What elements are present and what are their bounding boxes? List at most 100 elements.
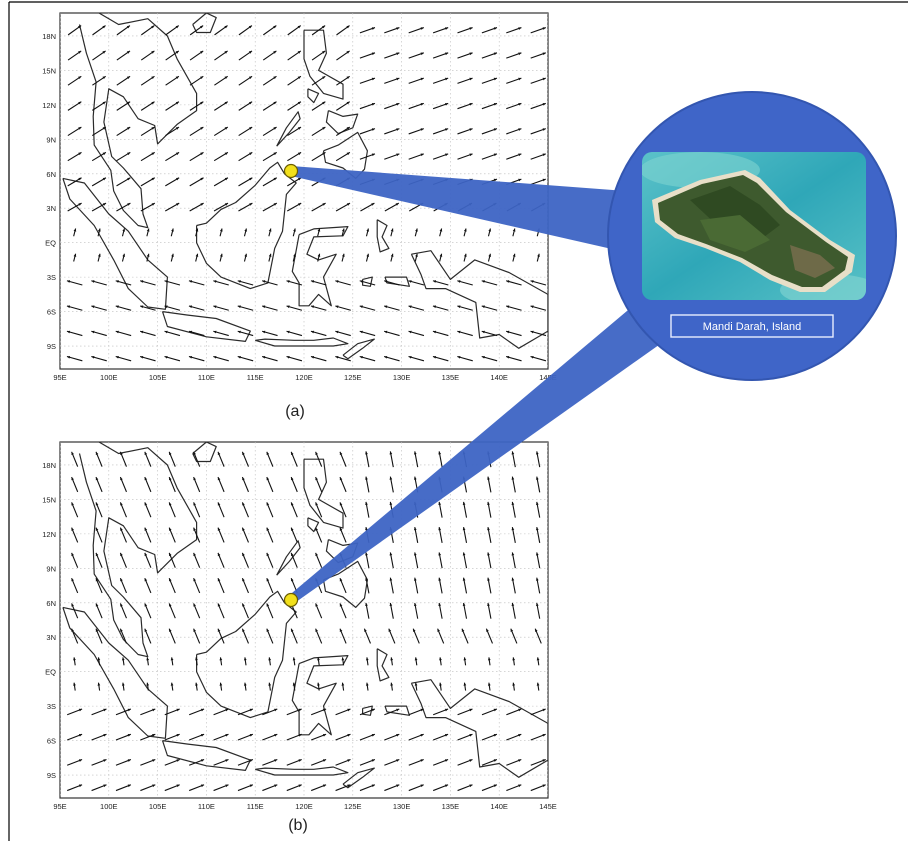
wind-vector-head bbox=[359, 280, 363, 283]
wind-vector-head bbox=[73, 657, 76, 661]
wind-vector-head bbox=[200, 759, 205, 762]
wind-vector-head bbox=[487, 682, 491, 686]
wind-vector-head bbox=[176, 759, 180, 762]
coastline bbox=[376, 648, 390, 682]
lon-tick-label: 100E bbox=[100, 802, 118, 811]
panel-a-lat-ticks: 18N 15N 12N 9N 6N 3N EQ 3S 6S 9S bbox=[42, 32, 56, 351]
wind-vector-head bbox=[140, 305, 144, 309]
wind-vector-head bbox=[73, 253, 77, 257]
wind-vector-head bbox=[248, 76, 253, 80]
wind-vector-head bbox=[193, 578, 196, 582]
wind-vector-head bbox=[249, 152, 253, 156]
wind-vector-head bbox=[390, 228, 394, 232]
wind-vector-head bbox=[200, 177, 204, 181]
wind-vector-head bbox=[213, 280, 217, 283]
wind-vector-head bbox=[193, 527, 196, 531]
wind-vector-head bbox=[268, 682, 272, 686]
wind-vector-head bbox=[530, 305, 534, 309]
wind-vector-head bbox=[396, 784, 400, 788]
wind-vector-head bbox=[438, 552, 442, 556]
wind-vector-head bbox=[103, 784, 107, 788]
wind-vector-head bbox=[389, 552, 393, 556]
wind-vector-head bbox=[389, 476, 393, 480]
lon-tick-label: 95E bbox=[53, 802, 66, 811]
wind-vector-head bbox=[249, 708, 253, 712]
wind-vector-head bbox=[242, 578, 245, 582]
wind-vector-head bbox=[315, 451, 318, 456]
wind-vector-head bbox=[488, 253, 492, 257]
wind-vector-head bbox=[384, 305, 388, 309]
wind-vector-head bbox=[365, 682, 369, 686]
coastline bbox=[255, 337, 349, 347]
wind-vector-head bbox=[388, 628, 392, 632]
wind-vector-head bbox=[396, 153, 400, 157]
wind-vector-head bbox=[445, 128, 449, 131]
wind-vector-head bbox=[317, 682, 320, 686]
panel-b-caption: (b) bbox=[288, 817, 308, 834]
wind-vector-head bbox=[413, 527, 417, 531]
wind-vector-head bbox=[146, 228, 150, 232]
lat-tick-label: 12N bbox=[42, 101, 56, 110]
wind-vector-head bbox=[518, 153, 522, 157]
wind-vector-head bbox=[506, 330, 510, 334]
wind-vector-head bbox=[444, 784, 449, 788]
wind-vector-head bbox=[322, 759, 327, 762]
wind-vector-head bbox=[415, 253, 418, 257]
wind-vector-head bbox=[487, 552, 490, 556]
wind-vector-head bbox=[193, 502, 196, 506]
wind-vector-head bbox=[102, 152, 106, 156]
wind-vector-head bbox=[493, 77, 497, 81]
wind-vector-head bbox=[169, 603, 172, 607]
wind-vector-head bbox=[244, 228, 248, 232]
wind-vector-head bbox=[91, 355, 95, 359]
wind-vector-head bbox=[535, 527, 539, 531]
wind-vector-head bbox=[102, 25, 106, 29]
lon-tick-label: 140E bbox=[490, 802, 508, 811]
wind-vector-head bbox=[193, 477, 196, 481]
wind-vector-head bbox=[439, 682, 442, 686]
wind-vector-head bbox=[122, 253, 126, 257]
wind-vector-head bbox=[224, 152, 228, 156]
wind-vector-head bbox=[274, 759, 278, 762]
panel-a-coastlines bbox=[62, 13, 548, 360]
wind-vector-head bbox=[126, 76, 131, 80]
wind-vector-head bbox=[493, 103, 497, 106]
wind-vector-head bbox=[420, 103, 424, 106]
wind-vector-head bbox=[175, 101, 179, 105]
wind-vector-head bbox=[262, 330, 266, 334]
wind-vector-head bbox=[169, 451, 172, 456]
wind-vector-head bbox=[102, 203, 107, 206]
coastline bbox=[161, 311, 251, 342]
wind-vector-head bbox=[146, 657, 150, 661]
wind-vector-head bbox=[511, 501, 515, 505]
wind-vector-head bbox=[169, 477, 172, 481]
wind-vector-head bbox=[144, 578, 148, 582]
panel-b-lon-ticks: 95E 100E 105E 110E 115E 120E 125E 130E 135E 140E 1… bbox=[53, 802, 556, 811]
lat-tick-label: EQ bbox=[45, 668, 56, 677]
wind-vector-head bbox=[200, 152, 204, 156]
wind-vector-head bbox=[371, 784, 375, 788]
wind-vector-head bbox=[511, 577, 515, 581]
coastline bbox=[196, 590, 297, 719]
wind-vector-head bbox=[322, 50, 326, 54]
wind-vector-head bbox=[293, 228, 296, 232]
wind-vector-head bbox=[71, 628, 74, 632]
wind-vector-head bbox=[346, 152, 350, 156]
wind-vector-head bbox=[71, 603, 74, 607]
wind-vector-head bbox=[151, 152, 155, 156]
wind-vector-head bbox=[73, 682, 76, 686]
wind-vector-head bbox=[445, 103, 449, 106]
wind-vector-head bbox=[66, 305, 71, 309]
wind-vector-head bbox=[176, 784, 180, 788]
coastline bbox=[322, 560, 368, 608]
wind-vector-head bbox=[506, 355, 510, 359]
wind-vector-head bbox=[268, 228, 272, 232]
wind-vector-head bbox=[432, 280, 437, 283]
wind-vector-head bbox=[493, 52, 497, 56]
coastline bbox=[325, 110, 359, 135]
wind-vector-head bbox=[506, 305, 510, 309]
wind-vector-head bbox=[518, 784, 522, 788]
wind-vector-head bbox=[469, 77, 473, 81]
wind-vector-head bbox=[140, 355, 144, 359]
